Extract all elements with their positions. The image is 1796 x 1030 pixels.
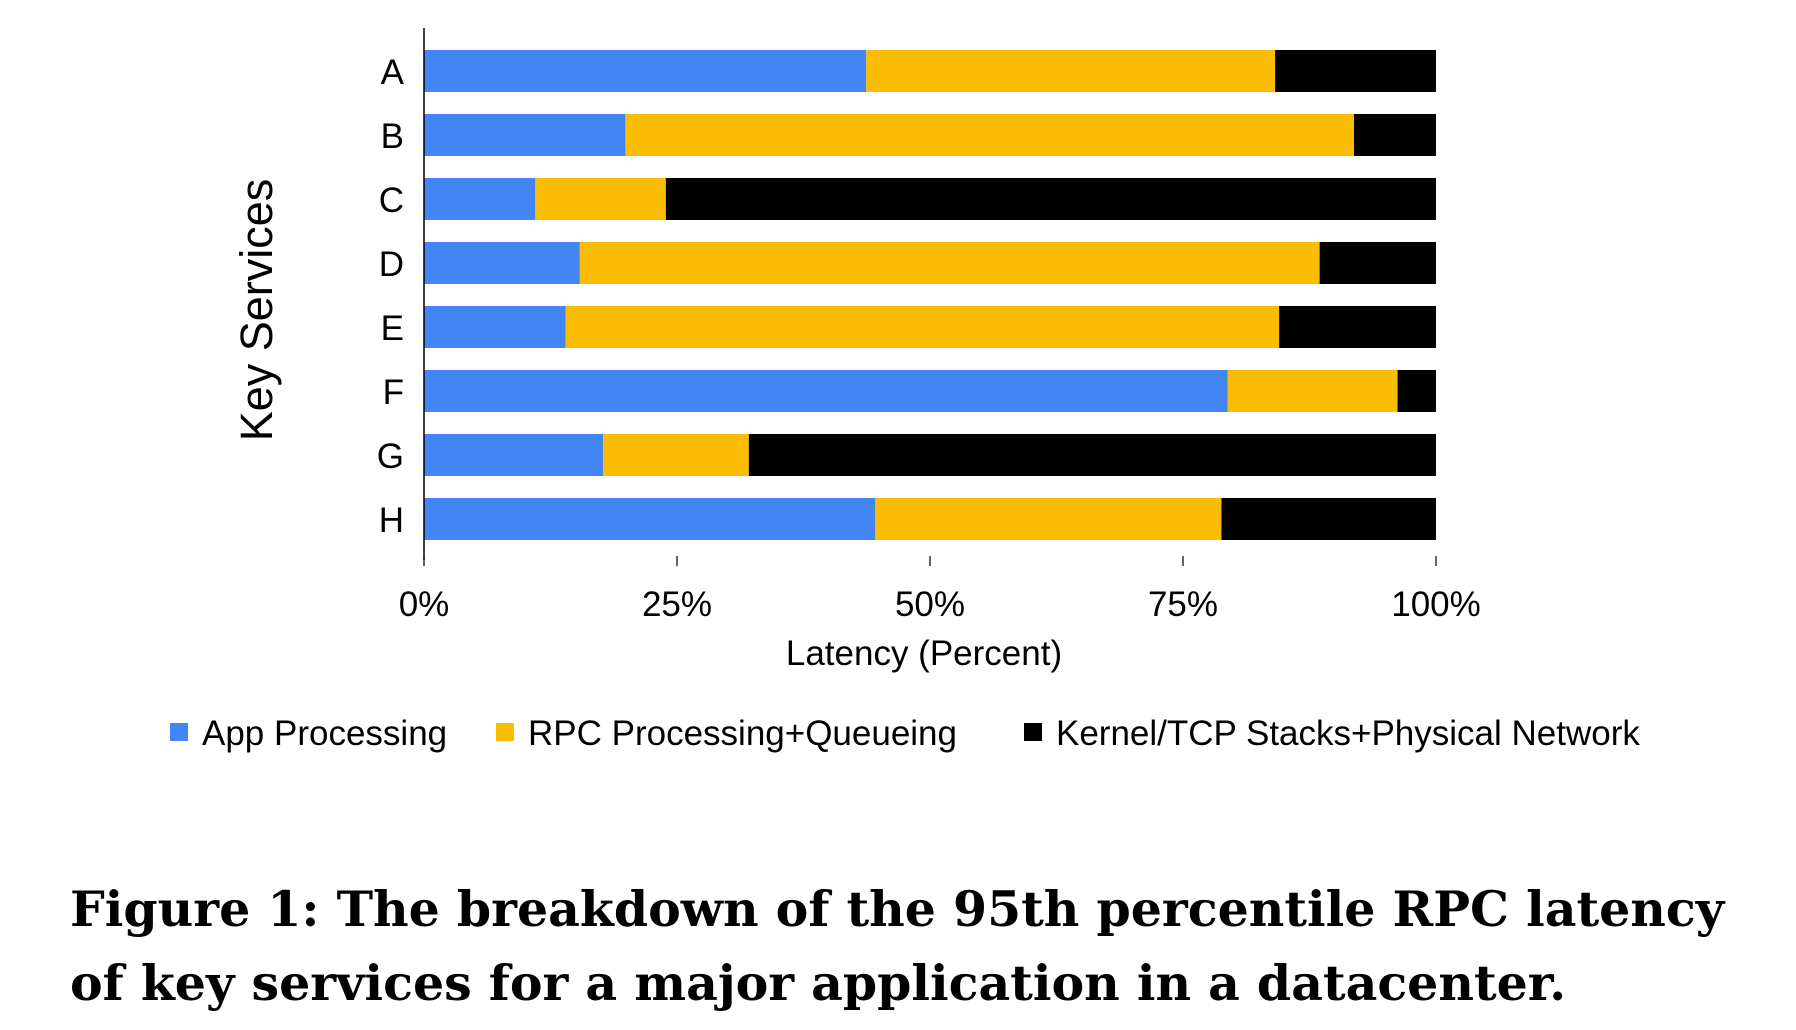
bar-segment-c-series-3 [665, 178, 1436, 220]
bar-segment-b-series-2 [625, 114, 1355, 156]
bar-segment-f-series-2 [1227, 370, 1398, 412]
bar-segment-a-series-1 [424, 50, 867, 92]
x-axis-title: Latency (Percent) [786, 634, 1062, 673]
bars-layer [424, 50, 1436, 540]
bar-segment-a-series-3 [1275, 50, 1436, 92]
y-tick-label: H [379, 501, 404, 540]
bar-segment-f-series-3 [1397, 370, 1436, 412]
legend-label: Kernel/TCP Stacks+Physical Network [1056, 714, 1640, 753]
bar-segment-e-series-3 [1279, 306, 1436, 348]
legend-label: App Processing [202, 714, 447, 753]
bar-segment-a-series-2 [866, 50, 1276, 92]
bar-segment-g-series-1 [424, 434, 604, 476]
x-tick-label: 100% [1391, 585, 1481, 624]
bar-segment-g-series-3 [748, 434, 1436, 476]
bar-segment-d-series-1 [424, 242, 580, 284]
x-tick-label: 0% [399, 585, 450, 624]
x-tick-label: 75% [1148, 585, 1218, 624]
y-tick-label: A [381, 53, 405, 92]
y-tick-label: D [379, 245, 404, 284]
bar-segment-e-series-2 [565, 306, 1280, 348]
bar-segment-b-series-1 [424, 114, 626, 156]
x-tick-label: 50% [895, 585, 965, 624]
legend: App Processing RPC Processing+Queueing Ker… [170, 714, 1640, 753]
legend-swatch [496, 723, 514, 741]
bar-segment-c-series-1 [424, 178, 536, 220]
bar-segment-f-series-1 [424, 370, 1228, 412]
y-tick-label: E [381, 309, 404, 348]
y-tick-label: G [377, 437, 404, 476]
bar-segment-g-series-2 [603, 434, 749, 476]
bar-segment-c-series-2 [535, 178, 666, 220]
y-tick-label: C [379, 181, 404, 220]
bar-segment-b-series-3 [1354, 114, 1436, 156]
bar-segment-d-series-2 [579, 242, 1320, 284]
legend-swatch [170, 723, 188, 741]
figure-caption: Figure 1: The breakdown of the 95th perc… [70, 880, 1725, 1012]
legend-swatch [1024, 723, 1042, 741]
y-axis-title: Key Services [231, 179, 282, 442]
bar-segment-h-series-1 [424, 498, 876, 540]
bar-segment-h-series-3 [1221, 498, 1436, 540]
legend-label: RPC Processing+Queueing [528, 714, 957, 753]
bar-segment-h-series-2 [875, 498, 1222, 540]
y-tick-label: B [381, 117, 404, 156]
x-tick-label: 25% [642, 585, 712, 624]
y-tick-label: F [383, 373, 404, 412]
bar-segment-d-series-3 [1319, 242, 1436, 284]
bar-segment-e-series-1 [424, 306, 566, 348]
